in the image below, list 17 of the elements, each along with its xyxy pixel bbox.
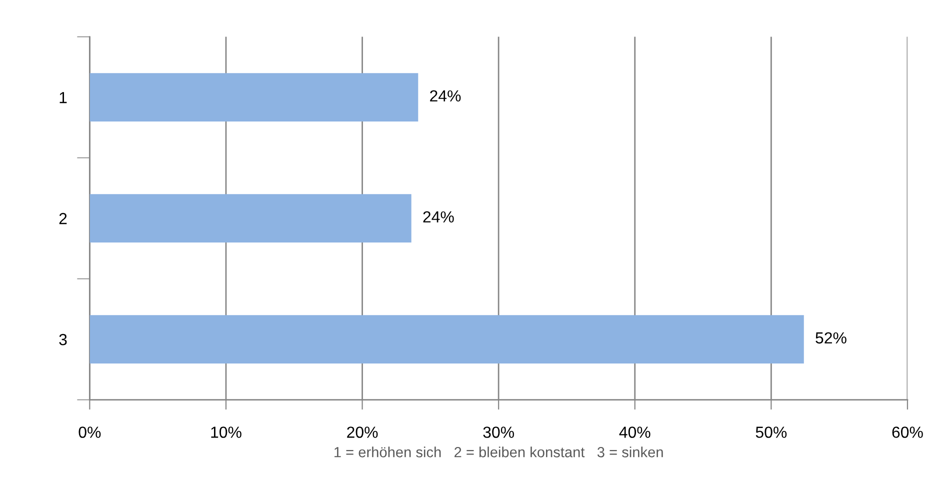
y-tick-label: 1	[60, 92, 67, 104]
y-tick-label: 3	[59, 334, 67, 346]
data-label: 52%	[816, 332, 846, 344]
x-tick-label: 10%	[211, 426, 242, 438]
x-tick-label: 60%	[892, 426, 923, 438]
data-label: 24%	[430, 90, 461, 102]
x-axis-title: 1 = erhöhen sich 2 = bleiben konstant 3 = sinken	[334, 446, 663, 458]
data-label: 24%	[423, 211, 454, 223]
x-tick-label: 0%	[78, 426, 101, 438]
x-tick-label: 30%	[483, 426, 514, 438]
bar	[90, 194, 412, 242]
x-tick-label: 50%	[756, 426, 787, 438]
bar	[90, 315, 804, 364]
x-tick-label: 40%	[619, 426, 650, 438]
bar	[90, 73, 418, 122]
x-tick-label: 20%	[347, 426, 378, 438]
y-tick-label: 2	[59, 212, 67, 224]
